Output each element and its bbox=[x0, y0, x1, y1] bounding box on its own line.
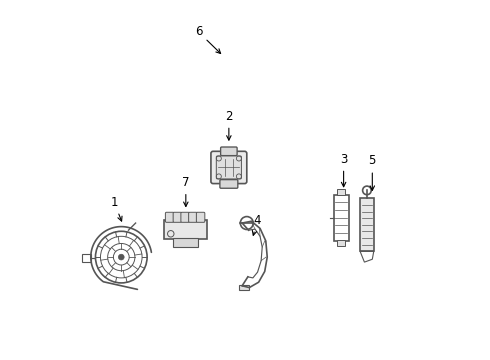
FancyBboxPatch shape bbox=[211, 151, 247, 184]
Text: 6: 6 bbox=[195, 25, 220, 54]
Text: 3: 3 bbox=[340, 153, 347, 187]
FancyBboxPatch shape bbox=[181, 212, 189, 222]
FancyBboxPatch shape bbox=[216, 156, 242, 179]
Circle shape bbox=[119, 254, 124, 260]
Bar bbox=[337, 189, 345, 195]
Bar bbox=[164, 220, 207, 239]
Text: 4: 4 bbox=[252, 213, 261, 235]
FancyBboxPatch shape bbox=[173, 212, 182, 222]
Bar bbox=[239, 285, 249, 290]
FancyBboxPatch shape bbox=[220, 147, 237, 156]
Text: 1: 1 bbox=[110, 196, 122, 221]
Bar bbox=[360, 198, 374, 251]
FancyBboxPatch shape bbox=[220, 180, 238, 188]
Bar bbox=[173, 238, 198, 247]
FancyBboxPatch shape bbox=[189, 212, 197, 222]
Bar bbox=[82, 253, 91, 262]
FancyBboxPatch shape bbox=[166, 212, 174, 222]
Bar bbox=[337, 240, 345, 246]
FancyBboxPatch shape bbox=[196, 212, 205, 222]
Text: 2: 2 bbox=[225, 110, 233, 140]
Bar bbox=[334, 195, 349, 240]
Text: 5: 5 bbox=[368, 154, 376, 190]
Text: 7: 7 bbox=[182, 176, 190, 207]
